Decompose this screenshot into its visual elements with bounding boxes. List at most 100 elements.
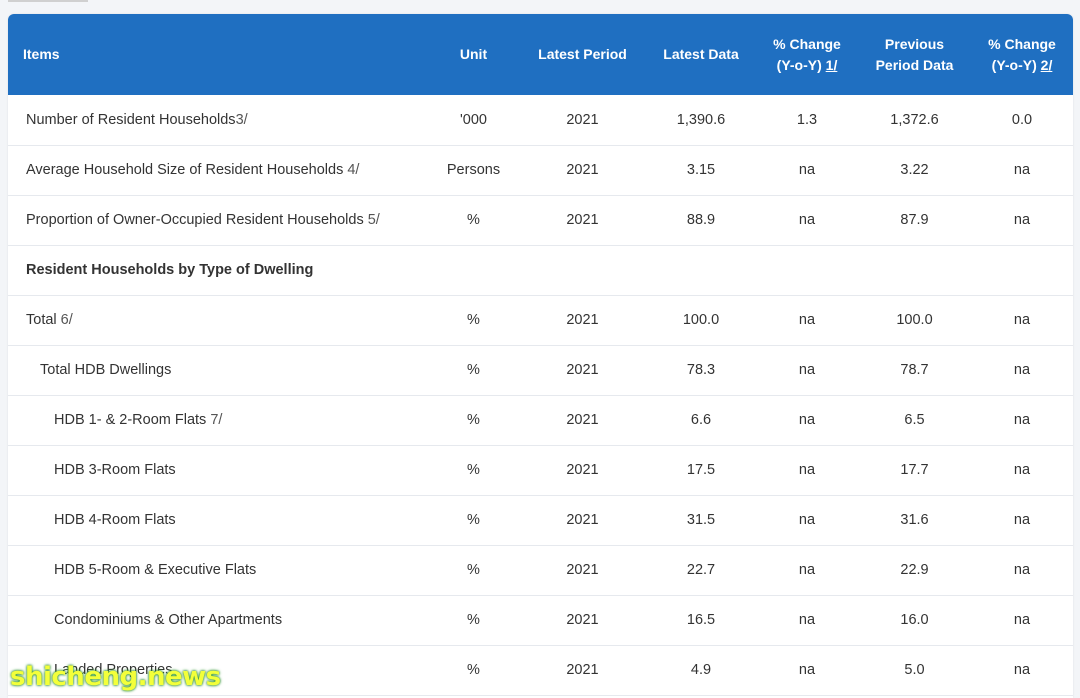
cell-period: 2021 <box>566 612 599 628</box>
cell-pct-change-2: na <box>1013 212 1031 228</box>
table-header-row: Items Unit Latest Period Latest Data % C… <box>8 14 1073 95</box>
cell-pct-change-2: na <box>1013 162 1031 178</box>
row-label: Number of Resident Households3/ <box>8 95 428 145</box>
row-footnote: 3/ <box>235 111 248 128</box>
cell-period: 2021 <box>566 462 599 478</box>
header-pct-change-2-line2: (Y-o-Y) <box>991 56 1037 73</box>
header-pct-change-1-line1: % Change <box>773 35 841 52</box>
cell-latest-data: 100.0 <box>682 312 720 328</box>
cell-latest-data: 31.5 <box>686 512 716 528</box>
cell-unit: % <box>467 362 480 378</box>
cell-previous-data: 16.0 <box>900 612 929 628</box>
cell-pct-change-2: na <box>1013 462 1031 478</box>
cell-previous-data: 3.22 <box>900 162 929 178</box>
row-footnote: 6/ <box>60 312 73 328</box>
cell-pct-change-1: na <box>798 612 816 628</box>
cell-pct-change-1: na <box>798 412 816 428</box>
row-label-text: Average Household Size of Resident House… <box>26 162 348 178</box>
cell-unit: '000 <box>460 111 487 128</box>
table-row: Number of Resident Households3/ '000 202… <box>8 95 1073 145</box>
table-row: Proportion of Owner-Occupied Resident Ho… <box>8 195 1073 245</box>
cell-period: 2021 <box>566 412 599 428</box>
cell-pct-change-1: na <box>798 512 816 528</box>
section-row: Resident Households by Type of Dwelling <box>8 245 1073 295</box>
row-footnote: 7/ <box>210 412 223 428</box>
cell-previous-data: 100.0 <box>896 312 933 328</box>
row-label: HDB 1- & 2-Room Flats 7/ <box>8 395 428 445</box>
table-row: Total HDB Dwellings % 2021 78.3 na 78.7 … <box>8 345 1073 395</box>
cell-period: 2021 <box>566 662 599 678</box>
row-label: Average Household Size of Resident House… <box>8 145 428 195</box>
cell-latest-data: 22.7 <box>686 562 716 578</box>
cell-latest-data: 17.5 <box>686 462 716 478</box>
header-unit: Unit <box>459 46 488 62</box>
table-row: HDB 5-Room & Executive Flats % 2021 22.7… <box>8 545 1073 595</box>
cell-period: 2021 <box>566 362 599 378</box>
row-footnote: 5/ <box>367 212 380 228</box>
row-label: Landed Properties <box>54 662 173 678</box>
cell-unit: % <box>467 462 480 478</box>
households-statistics-table: Items Unit Latest Period Latest Data % C… <box>8 14 1073 696</box>
cell-pct-change-1: na <box>798 562 816 578</box>
row-label: Total HDB Dwellings <box>40 362 172 378</box>
cell-pct-change-1: na <box>798 362 816 378</box>
header-pct-change-1: % Change (Y-o-Y) 1/ <box>756 14 858 95</box>
cell-previous-data: 5.0 <box>904 662 925 678</box>
row-label: HDB 5-Room & Executive Flats <box>54 562 257 578</box>
cell-pct-change-1: na <box>798 462 816 478</box>
row-label-text: Proportion of Owner-Occupied Resident Ho… <box>26 212 368 228</box>
header-previous-line1: Previous <box>884 35 945 52</box>
header-pct-change-2: % Change (Y-o-Y) 2/ <box>971 14 1073 95</box>
cell-period: 2021 <box>566 312 599 328</box>
cell-unit: % <box>467 312 480 328</box>
header-previous-line2: Period Data <box>875 56 954 73</box>
cell-pct-change-2: na <box>1013 512 1031 528</box>
row-label: HDB 4-Room Flats <box>54 512 176 528</box>
section-title: Resident Households by Type of Dwelling <box>26 262 314 278</box>
cell-pct-change-2: na <box>1013 412 1031 428</box>
cell-unit: % <box>467 562 480 578</box>
row-footnote: 4/ <box>347 162 360 178</box>
header-latest-data: Latest Data <box>663 46 739 62</box>
cell-unit: % <box>467 512 480 528</box>
watermark: shicheng.news <box>10 662 221 692</box>
row-label: Condominiums & Other Apartments <box>54 612 283 628</box>
row-label: HDB 3-Room Flats <box>54 462 176 478</box>
row-label: Proportion of Owner-Occupied Resident Ho… <box>8 195 428 245</box>
table-row: HDB 4-Room Flats % 2021 31.5 na 31.6 na <box>8 495 1073 545</box>
header-latest-period: Latest Period <box>538 46 627 62</box>
cell-latest-data: 4.9 <box>690 662 712 678</box>
cell-pct-change-2: na <box>1013 562 1031 578</box>
cell-period: 2021 <box>566 111 599 128</box>
statistics-table-container: Items Unit Latest Period Latest Data % C… <box>8 14 1073 698</box>
table-row: Average Household Size of Resident House… <box>8 145 1073 195</box>
header-pct-change-1-line2: (Y-o-Y) <box>776 56 822 73</box>
table-row: Condominiums & Other Apartments % 2021 1… <box>8 595 1073 645</box>
cell-pct-change-2: na <box>1013 612 1031 628</box>
header-items: Items <box>23 46 60 62</box>
cell-previous-data: 87.9 <box>900 212 929 228</box>
cell-pct-change-1: na <box>798 662 816 678</box>
cell-pct-change-1: na <box>798 312 816 328</box>
row-label-text: Number of Resident Households <box>26 111 236 128</box>
footnote-link-2[interactable]: 2/ <box>1040 56 1053 73</box>
cell-previous-data: 78.7 <box>900 362 929 378</box>
cell-period: 2021 <box>566 512 599 528</box>
table-row: HDB 3-Room Flats % 2021 17.5 na 17.7 na <box>8 445 1073 495</box>
cell-latest-data: 6.6 <box>690 412 712 428</box>
cell-previous-data: 22.9 <box>900 562 929 578</box>
cell-pct-change-1: na <box>798 162 816 178</box>
table-row: HDB 1- & 2-Room Flats 7/ % 2021 6.6 na 6… <box>8 395 1073 445</box>
cell-unit: % <box>467 612 480 628</box>
cell-latest-data: 88.9 <box>686 212 716 228</box>
row-label-text: HDB 1- & 2-Room Flats <box>54 412 211 428</box>
cell-period: 2021 <box>566 162 599 178</box>
cell-previous-data: 6.5 <box>904 412 925 428</box>
cell-previous-data: 31.6 <box>900 512 929 528</box>
header-pct-change-2-line1: % Change <box>988 35 1056 52</box>
cell-pct-change-2: 0.0 <box>1011 111 1033 128</box>
footnote-link-1[interactable]: 1/ <box>825 56 838 73</box>
cell-period: 2021 <box>566 562 599 578</box>
cell-latest-data: 16.5 <box>686 612 716 628</box>
cell-period: 2021 <box>566 212 599 228</box>
